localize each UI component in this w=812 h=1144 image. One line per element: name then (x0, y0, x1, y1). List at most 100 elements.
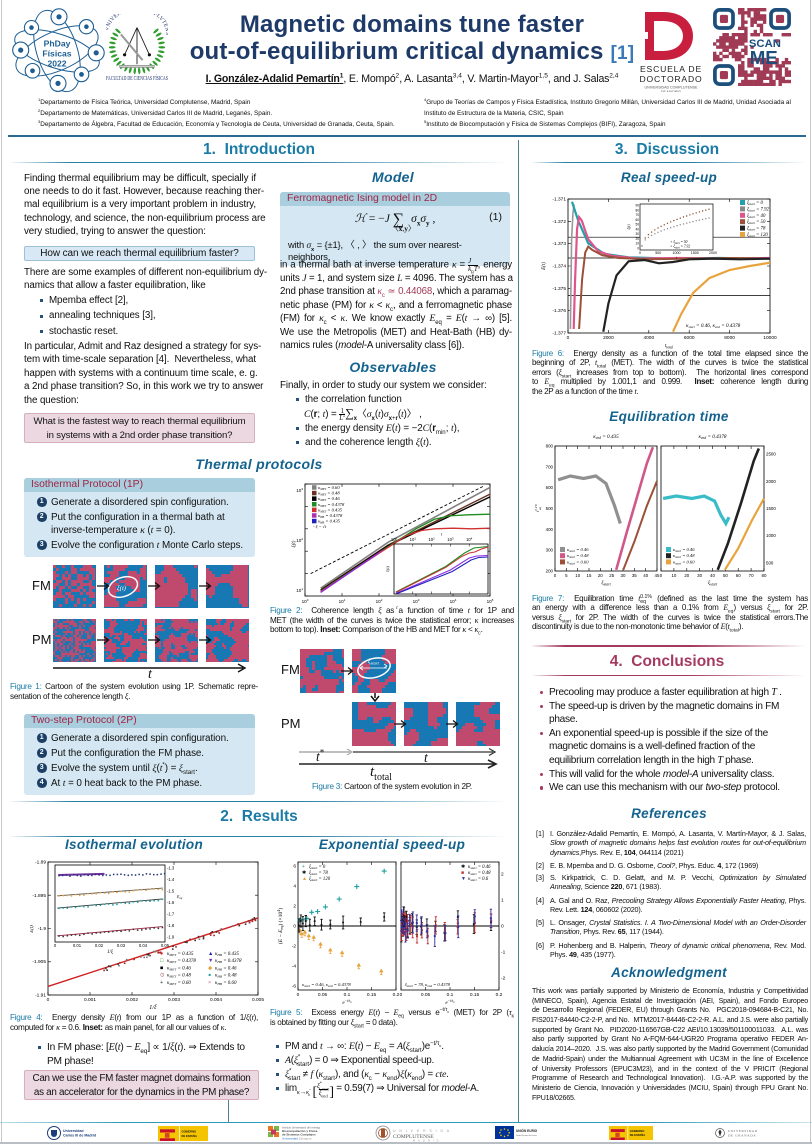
svg-text:50: 50 (635, 223, 639, 227)
svg-text:15: 15 (587, 573, 592, 578)
svg-text:ξ(t): ξ(t) (385, 565, 390, 572)
svg-text:▲: ▲ (302, 876, 307, 882)
svg-text:10: 10 (635, 242, 639, 246)
svg-text:t: t (676, 255, 678, 260)
svg-text:ξstart = 120: ξstart = 120 (309, 876, 331, 882)
svg-text:E(t): E(t) (30, 925, 35, 934)
svg-text:30: 30 (635, 232, 639, 236)
svg-text:●: ● (208, 973, 211, 979)
svg-text:UNIVERSIDAD: UNIVERSIDAD (728, 1129, 758, 1133)
svg-text:1000: 1000 (673, 251, 681, 255)
svg-text:10000: 10000 (763, 335, 777, 341)
svg-text:-1.9: -1.9 (167, 935, 175, 940)
svg-text:-1.371: -1.371 (552, 197, 566, 203)
svg-text:-1.89: -1.89 (35, 860, 46, 866)
svg-text:-1.4: -1.4 (167, 877, 175, 882)
svg-text:50: 50 (723, 573, 728, 578)
svg-text:κHB = 0.4378: κHB = 0.4378 (318, 513, 343, 519)
svg-text:κstart = 0.46, κend = 0.4378: κstart = 0.46, κend = 0.4378 (302, 982, 351, 988)
svg-text:0.004: 0.004 (210, 997, 222, 1003)
svg-text:102: 102 (296, 537, 303, 543)
svg-text:8000: 8000 (724, 335, 735, 341)
svg-text:M A D R I D: M A D R I D (413, 1139, 440, 1143)
svg-text:500: 500 (546, 506, 554, 511)
svg-text:e−t/τκ: e−t/τκ (342, 999, 352, 1006)
svg-text:105: 105 (487, 598, 494, 604)
svg-text:-1.91: -1.91 (35, 993, 46, 999)
svg-text:60: 60 (736, 573, 741, 578)
svg-text:100: 100 (302, 598, 309, 604)
svg-text:0: 0 (54, 943, 57, 948)
svg-text:4: 4 (293, 884, 296, 890)
svg-text:0.15: 0.15 (367, 992, 377, 998)
svg-text:80: 80 (762, 573, 767, 578)
svg-text:0.001: 0.001 (84, 997, 96, 1003)
svg-text:0: 0 (637, 247, 639, 251)
svg-text:0.2: 0.2 (393, 992, 400, 998)
svg-text:0.05: 0.05 (161, 943, 170, 948)
svg-text:20: 20 (598, 573, 603, 578)
svg-text:1/ξ: 1/ξ (107, 949, 114, 955)
svg-text:κstart = 0.46: κstart = 0.46 (567, 547, 589, 553)
svg-text:Universidad: Universidad (63, 1129, 84, 1133)
svg-text:2: 2 (501, 872, 504, 878)
svg-text:30: 30 (697, 573, 702, 578)
svg-text:(E − Eeq) (×104): (E − Eeq) (×104) (277, 908, 284, 944)
svg-text:-1.372: -1.372 (552, 219, 566, 225)
svg-text:0.15: 0.15 (470, 992, 480, 998)
svg-text:0.005: 0.005 (252, 997, 264, 1003)
svg-text:0.01: 0.01 (73, 943, 82, 948)
svg-text:ξstart = 0: ξstart = 0 (309, 864, 326, 870)
svg-text:FACULTAD DE CIENCIAS FÍSICAS: FACULTAD DE CIENCIAS FÍSICAS (106, 74, 168, 82)
svg-text:de Sistemas Complejos: de Sistemas Complejos (282, 1133, 316, 1137)
svg-text:κstart = 0.46, κend = 0.4378: κstart = 0.46, κend = 0.4378 (686, 322, 741, 329)
svg-text:-1.5: -1.5 (167, 889, 175, 894)
svg-text:UNIÓN EUROPEA: UNIÓN EUROPEA (516, 1128, 537, 1133)
svg-text:0.03: 0.03 (117, 943, 126, 948)
svg-text:101: 101 (410, 537, 417, 543)
svg-text:×: × (208, 980, 211, 986)
svg-text:κstart = 0.48: κstart = 0.48 (673, 553, 695, 559)
svg-text:0.05: 0.05 (421, 992, 431, 998)
svg-text:-1.3: -1.3 (167, 866, 175, 871)
svg-text:600: 600 (546, 485, 554, 490)
svg-text:Universidad Zaragoza: Universidad Zaragoza (282, 1137, 312, 1141)
svg-text:κMET = 0.4378: κMET = 0.4378 (167, 959, 196, 964)
svg-text:κstart = 0.48: κstart = 0.48 (468, 871, 491, 876)
svg-text:2500: 2500 (766, 452, 776, 457)
svg-text:6: 6 (293, 864, 296, 870)
svg-text:0: 0 (567, 335, 570, 341)
svg-text:200: 200 (546, 569, 554, 574)
svg-text:103: 103 (413, 598, 420, 604)
svg-text:500: 500 (655, 251, 661, 255)
svg-text:0.05: 0.05 (318, 992, 328, 998)
svg-text:Carlos III de Madrid: Carlos III de Madrid (63, 1134, 96, 1138)
svg-text:ξstart = 78, κend = 0.4378: ξstart = 78, κend = 0.4378 (405, 982, 451, 988)
svg-text:103: 103 (296, 487, 303, 493)
svg-text:κHB = 0.48: κHB = 0.48 (215, 974, 237, 979)
svg-text:DOCTORADO: DOCTORADO (640, 74, 703, 84)
svg-text:ξstart = 50: ξstart = 50 (747, 219, 766, 225)
svg-text:0: 0 (639, 251, 641, 255)
svg-text:0.1: 0.1 (447, 992, 454, 998)
svg-text:20: 20 (684, 573, 689, 578)
svg-text:-6: -6 (292, 984, 297, 990)
svg-text:κHB = 0.435: κHB = 0.435 (215, 952, 240, 957)
svg-text:4000: 4000 (643, 335, 654, 341)
svg-text:■: ■ (160, 965, 163, 971)
svg-text:400: 400 (546, 527, 554, 532)
svg-text:-1.375: -1.375 (552, 286, 566, 292)
svg-text:κstart = 0.60: κstart = 0.60 (673, 559, 695, 565)
svg-text:-1.376: -1.376 (552, 308, 566, 314)
svg-text:-2: -2 (292, 944, 297, 950)
svg-text:κMET = 0.60: κMET = 0.60 (167, 981, 191, 986)
svg-text:Biocomputación y Física: Biocomputación y Física (282, 1129, 318, 1133)
svg-text:ξstart = 78: ξstart = 78 (309, 870, 328, 876)
svg-text:0: 0 (47, 997, 50, 1003)
svg-text:0: 0 (293, 924, 296, 930)
svg-text:104: 104 (466, 537, 473, 543)
svg-text:Eeq: Eeq (176, 894, 183, 900)
svg-text:t: t (396, 606, 398, 610)
svg-text:40: 40 (643, 573, 648, 578)
svg-text:ESCUELA DE: ESCUELA DE (640, 64, 702, 74)
